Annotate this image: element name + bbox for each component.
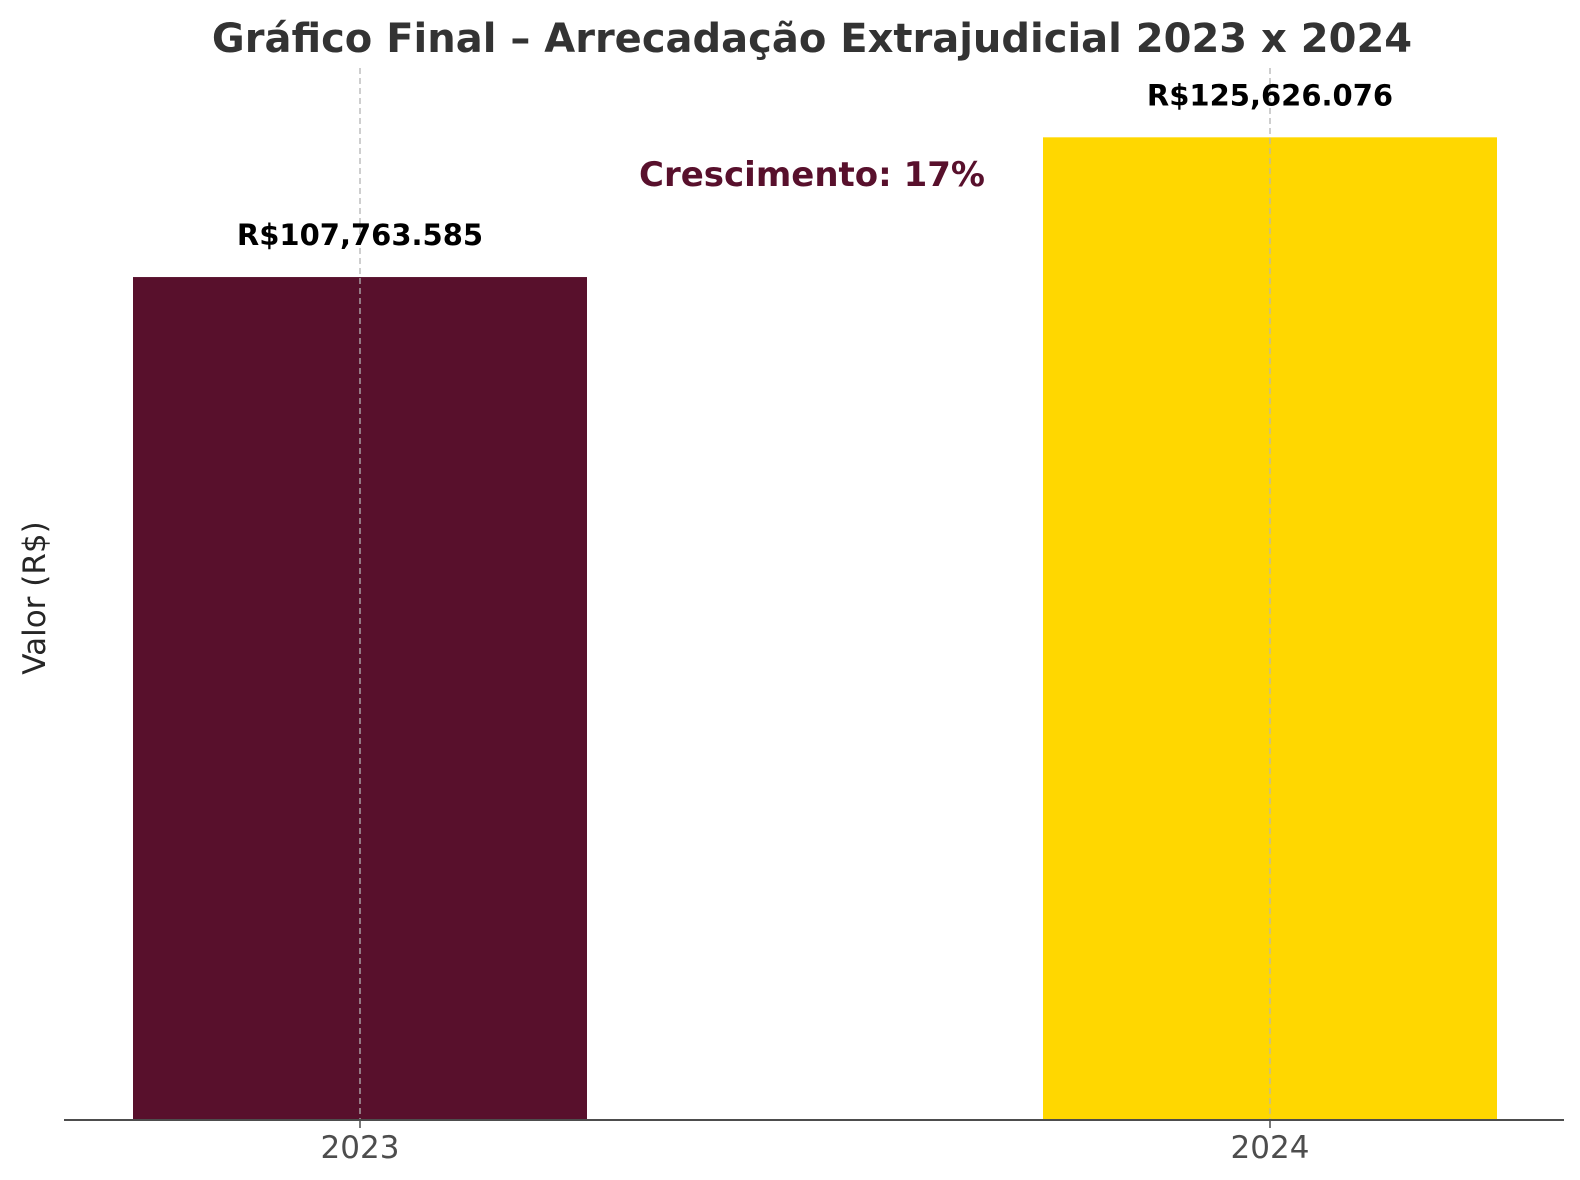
x-tick-label-2023: 2023 [321,1130,400,1166]
chart-title: Gráfico Final – Arrecadação Extrajudicia… [212,16,1412,62]
x-tick-label-2024: 2024 [1231,1130,1310,1166]
grid-layer [359,68,1271,1120]
y-axis-label: Valor (R$) [17,521,53,674]
bars-layer [133,137,1497,1120]
labels-layer: 2023 R$107,763.585 2024 R$125,626.076 [237,78,1393,1166]
value-label-2023: R$107,763.585 [237,218,483,252]
value-label-2024: R$125,626.076 [1147,78,1393,112]
growth-annotation: Crescimento: 17% [639,155,985,195]
